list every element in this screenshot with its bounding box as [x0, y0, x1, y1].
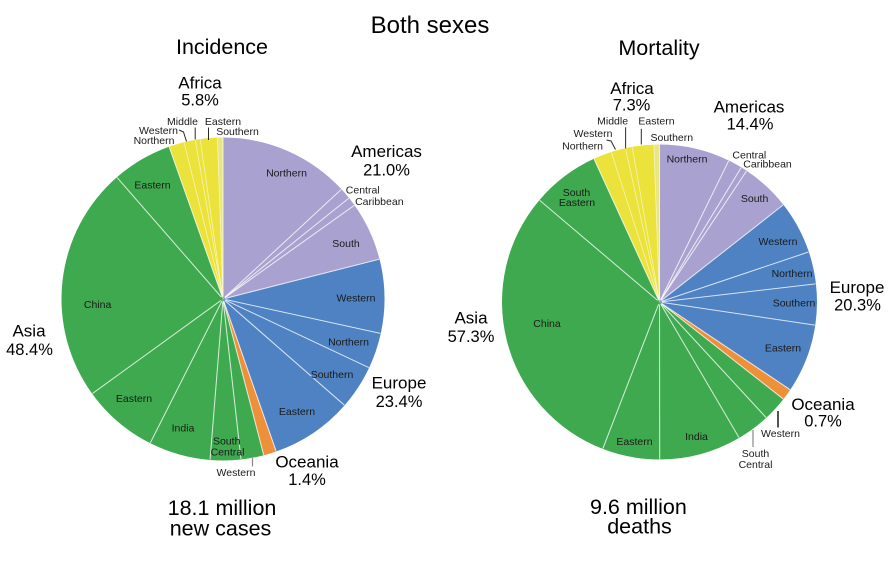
- svg-text:Central: Central: [346, 185, 380, 197]
- svg-text:Asia: Asia: [12, 322, 46, 341]
- svg-text:Caribbean: Caribbean: [355, 196, 404, 208]
- svg-text:Northern: Northern: [266, 168, 307, 180]
- svg-text:Africa: Africa: [610, 79, 654, 98]
- svg-text:South: South: [332, 238, 360, 250]
- svg-text:Northern: Northern: [328, 336, 369, 348]
- svg-text:1.4%: 1.4%: [288, 471, 326, 489]
- svg-text:Southern: Southern: [650, 132, 693, 144]
- svg-text:0.7%: 0.7%: [804, 413, 842, 431]
- svg-text:Southern: Southern: [773, 298, 816, 310]
- svg-text:China: China: [533, 318, 561, 330]
- svg-text:China: China: [84, 299, 112, 311]
- svg-text:Western: Western: [759, 236, 798, 248]
- svg-text:Eastern: Eastern: [559, 197, 595, 209]
- svg-text:Western: Western: [337, 292, 376, 304]
- svg-text:Northern: Northern: [562, 141, 603, 153]
- svg-text:Europe: Europe: [830, 278, 885, 297]
- svg-text:57.3%: 57.3%: [448, 328, 495, 346]
- svg-text:21.0%: 21.0%: [363, 162, 410, 180]
- svg-text:Americas: Americas: [351, 142, 422, 161]
- svg-text:Eastern: Eastern: [765, 343, 801, 355]
- svg-text:South: South: [741, 193, 769, 205]
- svg-text:Europe: Europe: [372, 374, 427, 393]
- svg-text:Oceania: Oceania: [791, 395, 855, 414]
- svg-text:Northern: Northern: [667, 154, 708, 166]
- svg-text:14.4%: 14.4%: [727, 116, 774, 134]
- svg-text:Central: Central: [211, 447, 245, 459]
- svg-text:20.3%: 20.3%: [834, 297, 881, 315]
- svg-text:Southern: Southern: [216, 126, 259, 138]
- svg-text:Eastern: Eastern: [616, 436, 652, 448]
- svg-text:Africa: Africa: [178, 74, 222, 93]
- svg-text:7.3%: 7.3%: [613, 97, 651, 115]
- svg-text:Caribbean: Caribbean: [743, 159, 792, 171]
- svg-text:Eastern: Eastern: [116, 393, 152, 405]
- svg-text:Both sexes: Both sexes: [371, 12, 490, 39]
- svg-text:deaths: deaths: [607, 515, 672, 539]
- svg-text:Oceania: Oceania: [275, 453, 339, 472]
- svg-text:new cases: new cases: [170, 516, 272, 540]
- svg-text:India: India: [685, 431, 708, 443]
- svg-text:Eastern: Eastern: [638, 116, 674, 128]
- svg-text:Southern: Southern: [311, 369, 354, 381]
- svg-text:Eastern: Eastern: [134, 180, 170, 192]
- svg-text:Western: Western: [761, 428, 800, 440]
- svg-text:Northern: Northern: [772, 268, 813, 280]
- svg-text:Western: Western: [574, 128, 613, 140]
- svg-text:India: India: [172, 423, 195, 435]
- svg-text:5.8%: 5.8%: [181, 92, 219, 110]
- svg-text:Mortality: Mortality: [618, 36, 699, 60]
- svg-text:Central: Central: [739, 459, 773, 471]
- svg-text:Incidence: Incidence: [176, 35, 268, 59]
- svg-text:Eastern: Eastern: [279, 406, 315, 418]
- svg-text:23.4%: 23.4%: [376, 393, 423, 411]
- svg-text:Northern: Northern: [134, 135, 175, 147]
- svg-text:Asia: Asia: [454, 309, 488, 328]
- svg-text:Middle: Middle: [597, 116, 628, 128]
- svg-text:48.4%: 48.4%: [6, 341, 53, 359]
- svg-text:Western: Western: [217, 467, 256, 479]
- svg-text:Americas: Americas: [714, 98, 785, 117]
